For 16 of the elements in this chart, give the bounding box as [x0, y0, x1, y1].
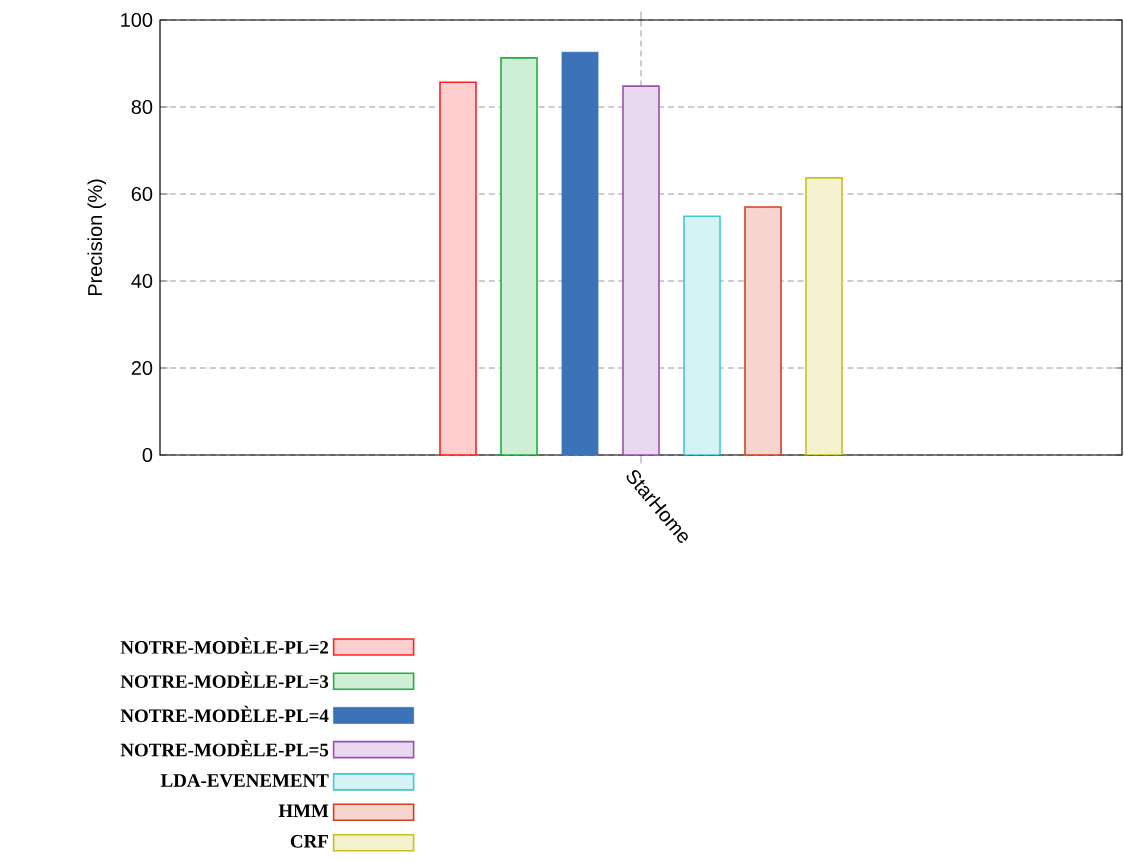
y-tick-label: 80 — [131, 99, 153, 115]
legend-label: NOTRE-MODÈLE-PL=3 — [120, 671, 329, 688]
legend-label: NOTRE-MODÈLE-PL=2 — [120, 637, 329, 654]
legend-label: NOTRE-MODÈLE-PL=4 — [120, 705, 329, 723]
y-tick-label: 60 — [131, 186, 153, 202]
legend-label: LDA-EVENEMENT — [160, 774, 329, 787]
legend-label: NOTRE-MODÈLE-PL=5 — [120, 739, 329, 757]
y-tick-label: 40 — [131, 273, 153, 289]
bar — [744, 206, 782, 455]
y-tick-label: 20 — [131, 360, 153, 376]
bar — [500, 57, 538, 455]
y-tick-label: 100 — [121, 12, 153, 28]
legend-label: CRF — [290, 834, 328, 848]
legend-label: HMM — [278, 804, 329, 818]
y-axis-title: Precision (%) — [87, 179, 107, 296]
y-tick-label: 0 — [142, 447, 153, 463]
